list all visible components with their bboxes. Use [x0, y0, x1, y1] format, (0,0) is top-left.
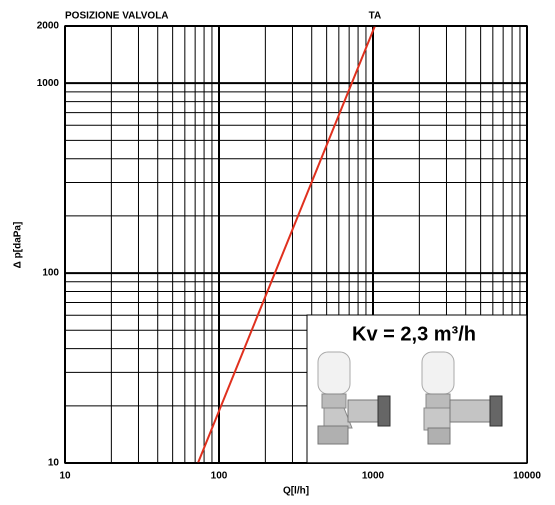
valve-image [317, 351, 391, 445]
valve-image [421, 351, 503, 445]
x-tick-label: 100 [211, 471, 228, 482]
y-tick-label: 1000 [37, 78, 60, 89]
plot-frame [64, 25, 528, 464]
y-tick-label: 100 [42, 268, 59, 279]
x-axis-label: Q[l/h] [283, 486, 309, 497]
annotation: Kv = 2,3 m³/h [352, 323, 476, 345]
x-tick-label: 1000 [362, 471, 385, 482]
annotation-box: Kv = 2,3 m³/h [306, 314, 528, 464]
x-tick-label: 10000 [513, 471, 541, 482]
y-axis-label: Δ p[daPa] [13, 222, 24, 269]
series-line [197, 25, 376, 464]
y-tick-label: 2000 [37, 21, 60, 32]
chart-title: POSIZIONE VALVOLA [65, 11, 169, 22]
x-tick-label: 10 [59, 471, 71, 482]
y-tick-label: 10 [48, 458, 60, 469]
series-label: TA [369, 11, 382, 22]
series [197, 25, 376, 464]
